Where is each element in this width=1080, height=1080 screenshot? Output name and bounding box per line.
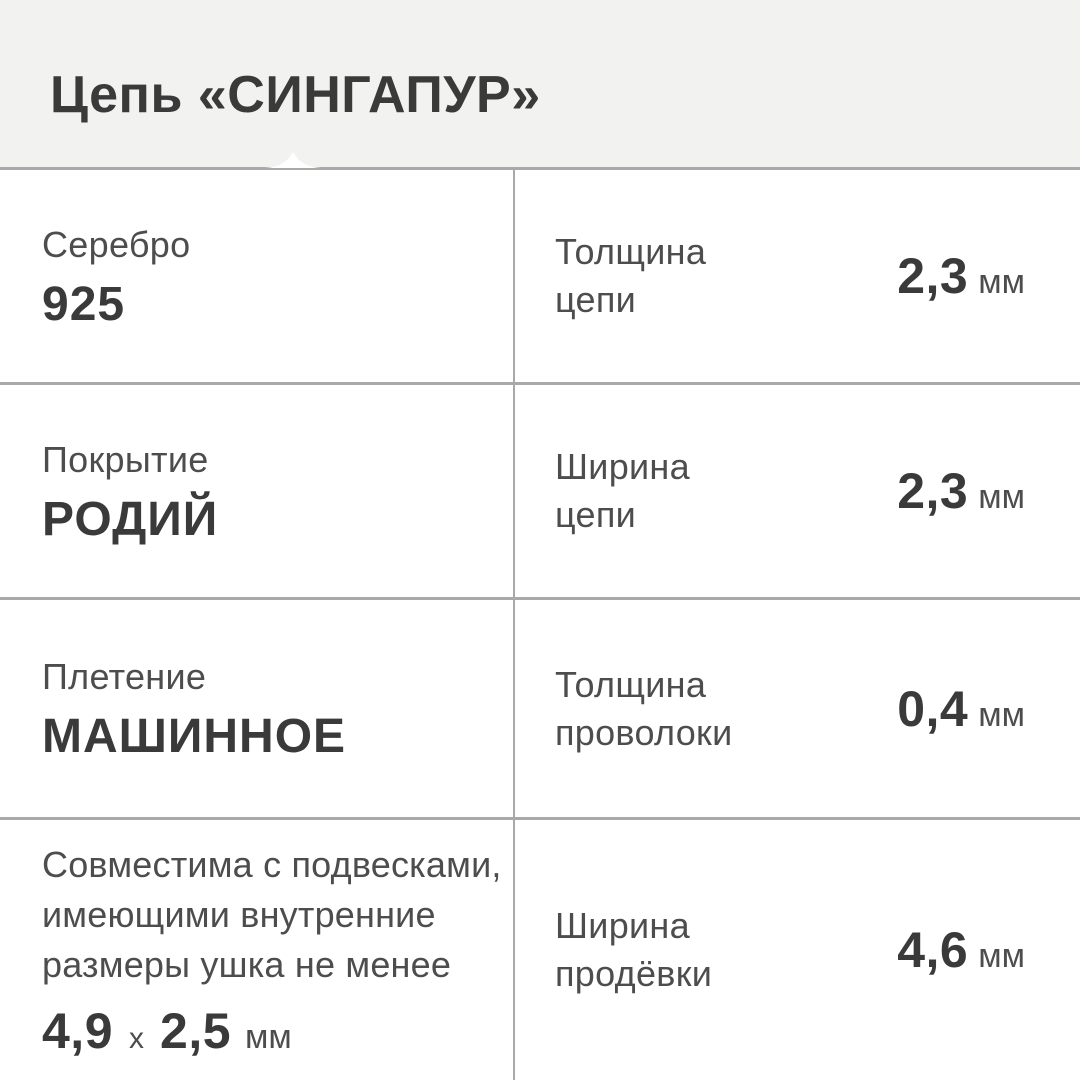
measurement-value: 4,6 — [897, 922, 969, 978]
table-row: Серебро 925 Толщина цепи 2,3 мм — [0, 170, 1080, 385]
measurement-unit: мм — [978, 937, 1025, 975]
size-value-width: 4,9 — [42, 1003, 114, 1059]
spec-cell-compatibility: Совместима с подвесками, имеющими внутре… — [0, 820, 515, 1080]
page-title: Цепь «СИНГАПУР» — [50, 65, 541, 124]
spec-value: РОДИЙ — [42, 492, 219, 546]
compatibility-size: 4,9 х 2,5 мм — [42, 1002, 513, 1060]
table-row: Покрытие РОДИЙ Ширина цепи 2,3 мм — [0, 385, 1080, 600]
header: Цепь «СИНГАПУР» — [0, 0, 1080, 170]
spec-measurement: 4,6 мм — [897, 921, 1025, 979]
spec-label: Толщина цепи — [555, 231, 707, 320]
spec-measurement: 2,3 мм — [897, 462, 1025, 520]
spec-cell-chain-width: Ширина цепи 2,3 мм — [515, 385, 1080, 597]
measurement-unit: мм — [978, 695, 1025, 734]
spec-value: 925 — [42, 277, 126, 331]
table-row: Плетение МАШИННОЕ Толщина проволоки 0,4 … — [0, 600, 1080, 820]
spec-cell-threading-width: Ширина продёвки 4,6 мм — [515, 820, 1080, 1080]
spec-cell-chain-thickness: Толщина цепи 2,3 мм — [515, 170, 1080, 382]
measurement-value: 0,4 — [897, 680, 969, 737]
compatibility-text: Совместима с подвесками, имеющими внутре… — [42, 844, 502, 985]
spec-cell-metal: Серебро 925 — [0, 170, 515, 382]
spec-measurement: 2,3 мм — [897, 247, 1025, 305]
measurement-value: 2,3 — [897, 248, 969, 304]
spec-value: МАШИННОЕ — [42, 710, 347, 763]
spec-cell-weave: Плетение МАШИННОЕ — [0, 600, 515, 817]
spec-table: Серебро 925 Толщина цепи 2,3 мм Покрытие… — [0, 170, 1080, 1080]
spec-label: Ширина цепи — [555, 446, 690, 535]
spec-measurement: 0,4 мм — [897, 680, 1025, 738]
spec-label: Плетение — [42, 656, 207, 697]
measurement-value: 2,3 — [897, 463, 969, 519]
spec-cell-plating: Покрытие РОДИЙ — [0, 385, 515, 597]
measurement-unit: мм — [978, 263, 1025, 301]
table-row: Совместима с подвесками, имеющими внутре… — [0, 820, 1080, 1080]
size-separator: х — [129, 1022, 145, 1055]
spec-cell-wire-thickness: Толщина проволоки 0,4 мм — [515, 600, 1080, 817]
size-value-height: 2,5 — [160, 1003, 232, 1059]
spec-label: Толщина проволоки — [555, 663, 733, 753]
spec-label: Серебро — [42, 223, 191, 265]
bubble-tail-icon — [265, 153, 321, 168]
spec-label: Покрытие — [42, 438, 209, 480]
spec-label: Ширина продёвки — [555, 905, 713, 994]
measurement-unit: мм — [978, 478, 1025, 516]
measurement-unit: мм — [245, 1018, 292, 1056]
